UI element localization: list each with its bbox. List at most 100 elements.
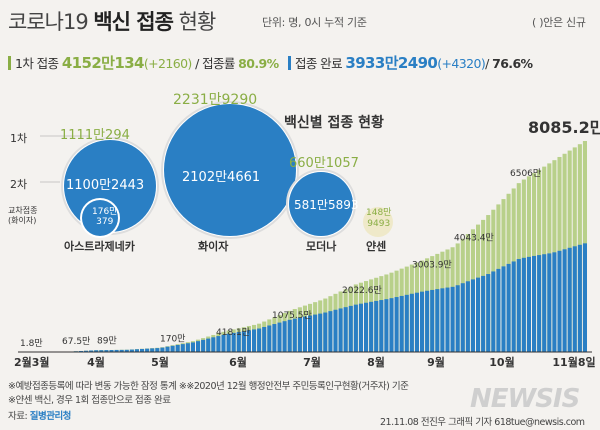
full-dose-bar — [145, 348, 150, 352]
full-dose-bar — [313, 314, 318, 352]
vaccine-panel-title: 백신별 접종 현황 — [284, 115, 384, 131]
full-dose-bar — [297, 317, 302, 352]
full-dose-bar — [155, 348, 160, 352]
full-dose-bar — [506, 263, 511, 352]
full-dose-bar — [348, 305, 353, 352]
full-dose-bar — [140, 348, 145, 352]
x-tick-label: 5월 — [151, 355, 169, 369]
full-dose-bar — [394, 297, 399, 352]
full-dose-bar — [532, 255, 537, 352]
full-dose-bar — [84, 350, 89, 352]
full-dose-summary: 접종 완료 3933만2490(+4320)/ 76.6% — [288, 52, 533, 73]
full-dose-bar — [476, 277, 481, 352]
annotation-label: 418.1만 — [216, 327, 250, 338]
annotation-label: 89만 — [97, 336, 117, 347]
janssen-name: 얀센 — [366, 240, 387, 253]
full-dose-bar — [496, 268, 501, 352]
full-dose-bar — [521, 257, 526, 352]
full-dose-bar — [445, 287, 450, 352]
full-dose-bar — [262, 326, 267, 352]
full-dose-bar — [185, 343, 190, 352]
full-dose-bar — [420, 291, 425, 352]
x-tick-label: 9월 — [427, 355, 445, 369]
full-dose-bar — [542, 254, 547, 352]
full-dose-bar — [94, 350, 99, 352]
row-label-dose2: 2차 — [10, 178, 28, 191]
full-dose-bar — [114, 349, 119, 352]
footnote-1: ※예방접종등록에 따라 변동 가능한 잠정 통계 ※※2020년 12월 행정안… — [8, 381, 409, 392]
full-dose-bar — [277, 322, 282, 352]
full-dose-bar — [175, 344, 180, 352]
full-dose-bar — [562, 249, 567, 352]
first-dose-summary: 1차 접종 4152만134(+2160) / 접종률 80.9% — [8, 52, 279, 73]
full-dose-bar — [516, 259, 521, 352]
full-dose-bar — [353, 304, 358, 352]
full-dose-bar — [272, 324, 277, 352]
annotation-label: 3003.9만 — [412, 260, 452, 271]
full-dose-bar — [180, 344, 185, 352]
full-dose-bar — [252, 329, 257, 352]
full-dose-bar — [364, 302, 369, 352]
credit: 21.11.08 전진우 그래픽 기자 618tue@newsis.com — [380, 417, 585, 428]
pfizer-dose2-bubble — [164, 104, 296, 236]
source: 자료: 질병관리청 — [8, 411, 71, 422]
full-dose-bar — [206, 338, 211, 352]
full-dose-bar — [160, 347, 165, 352]
full-dose-bar — [374, 300, 379, 352]
full-dose-bar — [190, 342, 195, 352]
full-dose-bar — [430, 289, 435, 352]
full-dose-bar — [486, 274, 491, 352]
page-title: 코로나19 백신 접종 현황 — [8, 10, 216, 34]
full-dose-bar — [236, 332, 241, 352]
full-dose-bar — [221, 334, 226, 352]
newsis-logo: NEWSIS — [470, 384, 580, 414]
x-tick-label: 6월 — [229, 355, 247, 369]
full-dose-bar — [358, 303, 363, 352]
full-dose-bar — [211, 337, 216, 352]
az-cross: 176만 379 — [92, 207, 118, 227]
pfizer-dose2: 2102만4661 — [182, 170, 261, 185]
az-dose1: 1111만294 — [60, 128, 130, 143]
full-dose-bar — [323, 312, 328, 352]
full-dose-bar — [292, 318, 297, 352]
full-dose-bar — [318, 313, 323, 352]
full-dose-bar — [470, 279, 475, 352]
moderna-dose1: 660만1057 — [289, 156, 359, 171]
x-tick-label: 2월3월 — [14, 355, 50, 369]
unit-note: 단위: 명, 0시 누적 기준 — [262, 16, 367, 29]
full-dose-bar — [379, 300, 384, 352]
full-dose-bar — [241, 331, 246, 352]
full-dose-bar — [267, 325, 272, 352]
pfizer-dose1: 2231만9290 — [173, 92, 258, 108]
full-dose-bar — [582, 243, 587, 352]
moderna-name: 모더나 — [306, 240, 337, 253]
full-dose-bar — [109, 350, 114, 352]
full-dose-bar — [526, 256, 531, 352]
annotation-label: 170만 — [160, 334, 185, 345]
full-dose-bar — [170, 345, 175, 352]
full-dose-bar — [104, 350, 109, 352]
moderna-dose2: 581만5893 — [294, 198, 359, 212]
full-dose-bar — [450, 286, 455, 352]
full-dose-bar — [404, 294, 409, 352]
full-dose-bar — [425, 290, 430, 352]
full-dose-bar — [572, 246, 577, 352]
full-dose-bar — [399, 295, 404, 352]
full-dose-bar — [414, 292, 419, 352]
x-tick-label: 10월 — [489, 355, 514, 369]
x-tick-label: 11월8일 — [552, 355, 595, 369]
x-tick-label: 7월 — [303, 355, 321, 369]
full-dose-bar — [201, 339, 206, 352]
full-dose-bar — [119, 349, 124, 352]
moderna-dose2-bubble — [289, 172, 353, 236]
full-dose-bar — [165, 346, 170, 352]
full-dose-bar — [481, 275, 486, 352]
full-dose-bar — [435, 289, 440, 352]
full-dose-bar — [460, 283, 465, 352]
annotation-label: 6506만 — [510, 168, 541, 179]
pfizer-name: 화이자 — [198, 240, 229, 253]
annotation-label: 8085.2만 — [528, 118, 600, 137]
full-dose-bar — [150, 348, 155, 352]
row-label-cross: 교차접종 (화이자) — [8, 206, 38, 225]
